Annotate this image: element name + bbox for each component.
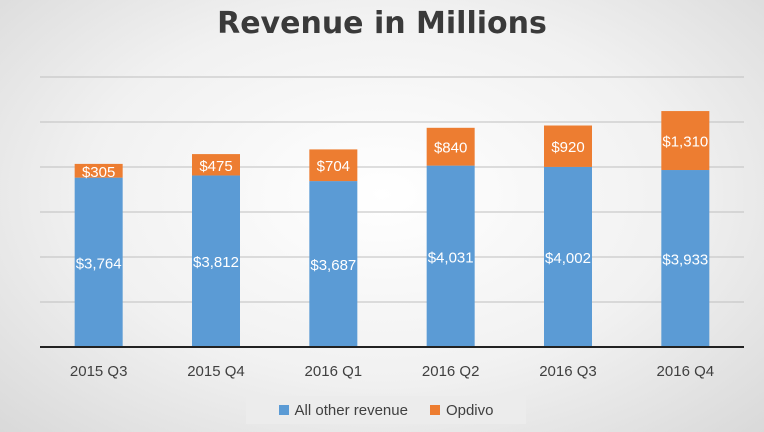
legend-label-all-other-revenue: All other revenue (294, 401, 408, 419)
bar-opdivo (544, 125, 592, 167)
data-label: $704 (317, 158, 350, 175)
bar-opdivo (309, 149, 358, 182)
bar-opdivo (192, 154, 240, 176)
chart-title: Revenue in Millions (217, 6, 547, 41)
data-label: $305 (82, 164, 115, 181)
data-label: $4,031 (428, 249, 474, 266)
legend-label-opdivo: Opdivo (445, 401, 494, 419)
x-tick-label: 2015 Q4 (187, 363, 245, 380)
data-label: $840 (434, 140, 467, 157)
bar-all-other-revenue (309, 181, 358, 347)
data-label: $3,764 (76, 255, 122, 272)
bar-opdivo (426, 127, 475, 166)
bar-all-other-revenue (426, 165, 475, 347)
bar-opdivo (661, 111, 710, 171)
bar-opdivo (74, 163, 123, 178)
data-label: $920 (551, 139, 584, 156)
bar-all-other-revenue (192, 175, 240, 347)
legend-item-opdivo: Opdivo (429, 401, 494, 419)
bar-all-other-revenue (544, 166, 592, 347)
x-tick-label: 2016 Q4 (657, 363, 715, 380)
legend-swatch-all-other-revenue (278, 405, 289, 415)
bar-all-other-revenue (661, 170, 710, 347)
legend: All other revenue Opdivo (246, 396, 526, 424)
data-label: $4,002 (545, 250, 591, 267)
data-label: $1,310 (662, 134, 708, 151)
data-label: $3,933 (662, 252, 708, 269)
legend-item-all-other-revenue: All other revenue (278, 401, 408, 419)
x-tick-label: 2015 Q3 (70, 363, 128, 380)
x-tick-label: 2016 Q2 (422, 363, 480, 380)
x-tick-label: 2016 Q1 (305, 363, 363, 380)
data-label: $475 (199, 158, 232, 175)
data-label: $3,687 (310, 257, 356, 274)
x-tick-label: 2016 Q3 (539, 363, 597, 380)
data-label: $3,812 (193, 254, 239, 271)
bar-all-other-revenue (74, 177, 123, 347)
legend-swatch-opdivo (429, 405, 440, 415)
